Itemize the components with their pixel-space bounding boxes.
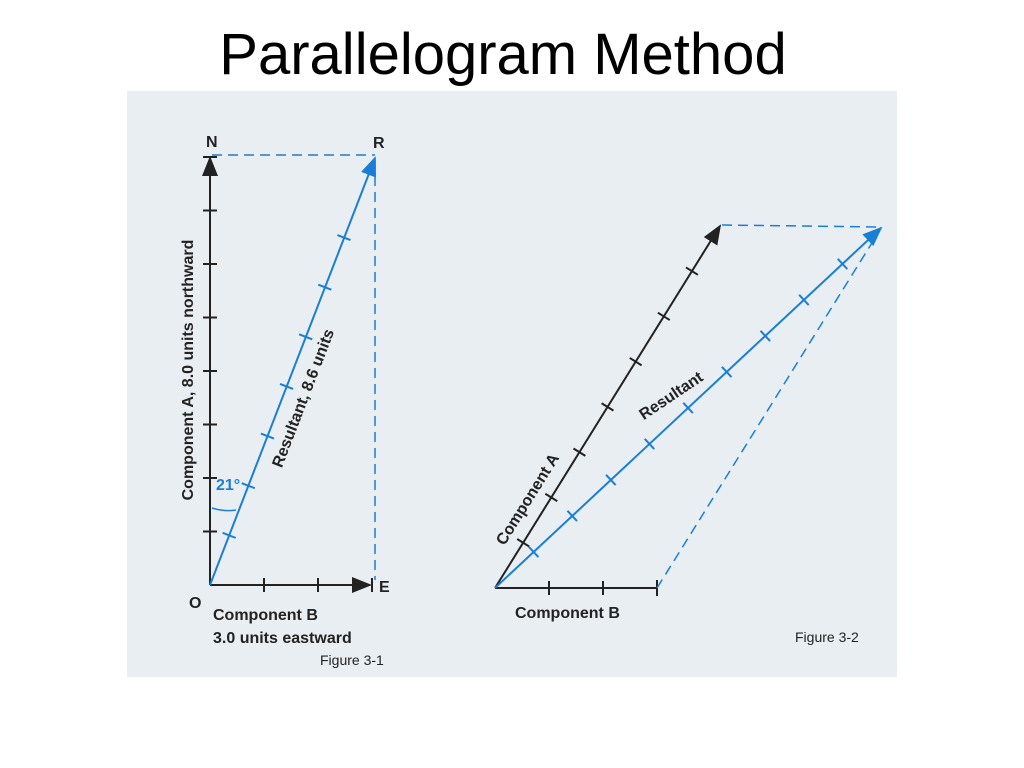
- tick: [837, 258, 849, 270]
- tick: [337, 234, 351, 241]
- figure-panel: [127, 91, 897, 677]
- tick: [721, 366, 733, 378]
- tick: [605, 474, 617, 486]
- tick: [798, 294, 810, 306]
- tick: [643, 438, 655, 450]
- tick: [317, 283, 332, 291]
- tick: [516, 538, 530, 548]
- tick: [759, 330, 771, 342]
- figure-caption: Figure 3-1: [320, 652, 384, 668]
- tick: [657, 311, 671, 321]
- dashed-line: [721, 224, 881, 228]
- tick: [682, 402, 694, 414]
- component-b-detail: 3.0 units eastward: [213, 630, 352, 647]
- resultant-vector: [209, 156, 376, 586]
- figure-caption: Figure 3-2: [795, 629, 859, 645]
- component-b-label: Component B: [213, 607, 318, 624]
- label-n: N: [206, 134, 218, 151]
- label-e: E: [379, 579, 390, 596]
- tick: [566, 510, 578, 522]
- tick: [222, 531, 237, 539]
- tick: [260, 432, 275, 440]
- tick: [601, 402, 615, 412]
- tick: [685, 266, 699, 276]
- component-b-label: Component B: [515, 605, 620, 622]
- tick: [279, 382, 294, 390]
- angle-arc: [211, 507, 237, 512]
- tick: [544, 492, 558, 503]
- component-a-label: Component A, 8.0 units northward: [180, 240, 197, 501]
- slide-title: Parallelogram Method: [219, 22, 787, 87]
- tick: [629, 357, 643, 367]
- tick: [528, 546, 540, 558]
- dashed-line: [656, 229, 881, 589]
- tick: [572, 447, 586, 457]
- angle-label: 21°: [216, 477, 240, 494]
- label-o: O: [189, 595, 201, 612]
- tick: [298, 333, 313, 341]
- tick: [241, 482, 256, 490]
- label-r: R: [373, 135, 385, 152]
